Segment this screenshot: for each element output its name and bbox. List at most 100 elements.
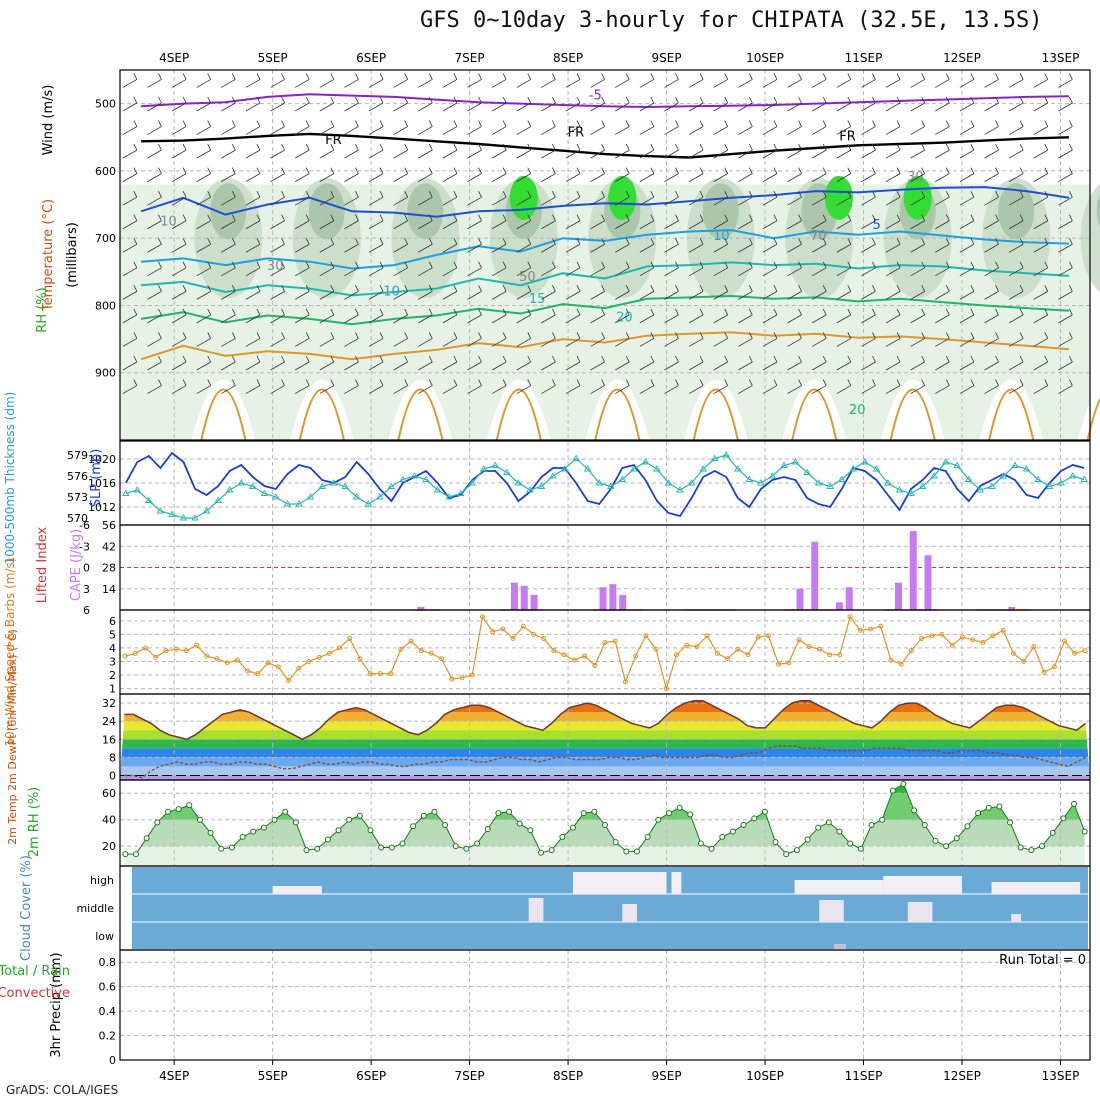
wind-speed-line (124, 615, 1086, 691)
wind-barb (541, 73, 556, 88)
wind-point (1031, 644, 1037, 650)
cape-bar (835, 602, 843, 610)
wind-barb (836, 191, 852, 206)
wind-barb (1058, 355, 1073, 371)
wind-barb (565, 214, 581, 230)
cape-bar (510, 582, 518, 610)
wind-point (622, 679, 628, 685)
thickness-point (780, 461, 788, 468)
rh-point (420, 812, 427, 819)
wind-barb (713, 238, 729, 253)
wind-barb (935, 308, 950, 324)
wind-barb (319, 355, 335, 371)
thickness-point (872, 465, 881, 472)
wind-barb (811, 308, 827, 324)
precip-ytick: 0 (109, 1054, 116, 1067)
wind-barb (885, 73, 901, 88)
isotherm-arch (298, 388, 345, 441)
precip-ytick: 0.4 (99, 1005, 117, 1018)
wind-barb (491, 261, 507, 277)
thickness-point (976, 486, 985, 493)
wind-barb (147, 96, 162, 112)
wind-point (388, 671, 394, 677)
wind-barb (147, 238, 162, 253)
ua-ytick: 600 (95, 165, 116, 178)
wind-barb (491, 96, 507, 112)
wind-barb (196, 167, 212, 182)
upper-air-frame (119, 69, 1091, 441)
wind-barb (738, 167, 753, 182)
wind-barb (713, 308, 729, 324)
rh-point (1007, 819, 1014, 826)
rh-point (239, 833, 246, 840)
wind-barb (122, 214, 138, 230)
wind-barb (344, 332, 359, 347)
temp-band (120, 748, 1090, 758)
lifted-index-axis-title: Lifted Index (35, 526, 50, 603)
rh-point (175, 806, 182, 813)
thickness-point (410, 472, 419, 479)
date-label-top: 13SEP (1042, 51, 1080, 65)
wind-barb (738, 214, 753, 230)
wind-barb (811, 332, 827, 347)
isotherm-15 (141, 261, 1069, 297)
rh-ytick: 60 (102, 787, 116, 800)
wind-barb (467, 261, 482, 277)
thickness-point (156, 507, 165, 514)
wind-barb (221, 261, 236, 277)
wind-barb (688, 355, 704, 371)
rh-point (474, 840, 481, 847)
wind-barb (319, 238, 335, 253)
wind-barb (245, 167, 261, 182)
rh-point (388, 844, 395, 851)
precip-frame (119, 949, 1091, 1061)
thickness-point (757, 479, 765, 486)
wind-point (479, 614, 485, 620)
temp-band (120, 766, 1090, 776)
wind-barb (491, 238, 507, 253)
wind-barb (935, 73, 950, 88)
wind-barb (442, 120, 458, 135)
wind-barb (639, 238, 655, 253)
rh-point (506, 808, 513, 815)
wind-barb (1008, 379, 1024, 394)
wind-barb (811, 120, 827, 135)
wind-barb (615, 167, 630, 182)
rh-point (996, 803, 1003, 810)
rh-axis-title: RH (%) (35, 287, 50, 332)
wind-barb (787, 379, 802, 394)
wind-barb (516, 355, 532, 371)
wind-barb (122, 143, 138, 159)
wind-barb (984, 143, 999, 159)
wind-barb (713, 96, 729, 112)
wind-barb (762, 285, 778, 300)
thickness-point (1080, 475, 1089, 482)
isotherm-20 (140, 294, 1069, 326)
wind-barb (122, 355, 138, 371)
wind-point (796, 637, 802, 643)
wind-barb (787, 261, 802, 277)
wind-barb (565, 96, 581, 112)
wind-barb (590, 96, 605, 112)
wind-barb (590, 214, 605, 230)
wind-barb (984, 120, 999, 135)
rh-point (548, 847, 555, 854)
slp-ytick: 1012 (88, 501, 116, 514)
thickness-point (999, 472, 1008, 479)
rh-shade-green (903, 175, 932, 220)
thickness-point (664, 479, 673, 486)
thickness-point (884, 479, 892, 486)
wind-point (296, 665, 302, 671)
wind-barb (565, 355, 581, 371)
rh-point (570, 824, 577, 831)
wind-barb (935, 214, 950, 230)
wind-barb (688, 96, 704, 112)
wind-barb (959, 238, 975, 253)
wind-barb (393, 143, 409, 159)
wind-point (275, 664, 281, 670)
precip-ytick: 0.2 (99, 1030, 117, 1043)
rh-point (495, 810, 502, 817)
wind-barb (910, 285, 926, 300)
wind-barb (861, 285, 876, 300)
wind-barb (910, 214, 926, 230)
